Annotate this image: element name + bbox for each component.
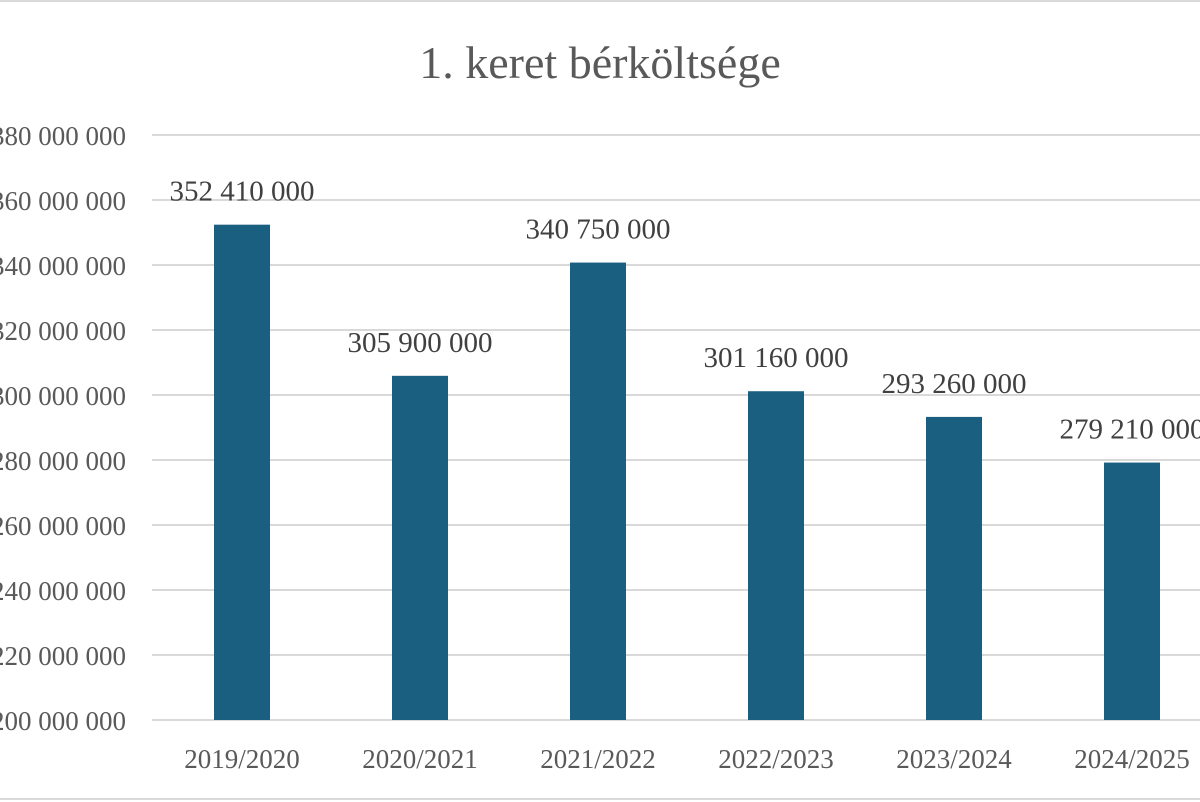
data-labels: 352 410 000 305 900 000 340 750 000 301 160… [170,176,1200,446]
y-tick-label: 320 000 000 [0,316,126,346]
y-tick-label: 300 000 000 [0,381,126,411]
x-tick-label: 2021/2022 [540,744,656,774]
x-tick-label: 2022/2023 [718,744,834,774]
bars [214,225,1160,720]
bar [1104,463,1160,720]
y-axis-tick-labels: 200 000 000 220 000 000 240 000 000 260 000… [0,121,126,736]
bar [748,391,804,720]
data-label: 352 410 000 [170,176,315,208]
y-tick-label: 220 000 000 [0,641,126,671]
bar [570,263,626,720]
data-label: 279 210 000 [1060,414,1200,446]
x-tick-label: 2023/2024 [896,744,1012,774]
y-tick-label: 200 000 000 [0,706,126,736]
bar [392,376,448,720]
data-label: 301 160 000 [704,342,849,374]
y-tick-label: 280 000 000 [0,446,126,476]
x-tick-label: 2019/2020 [184,744,300,774]
x-axis-tick-labels: 2019/2020 2020/2021 2021/2022 2022/2023 2023… [184,744,1190,774]
y-tick-label: 380 000 000 [0,121,126,151]
y-tick-label: 340 000 000 [0,251,126,281]
gridlines [152,135,1200,720]
x-tick-label: 2020/2021 [362,744,478,774]
x-tick-label: 2024/2025 [1074,744,1190,774]
data-label: 293 260 000 [882,368,1027,400]
chart-title: 1. keret bérköltsége [419,37,780,88]
data-label: 340 750 000 [526,214,671,246]
y-tick-label: 240 000 000 [0,576,126,606]
y-tick-label: 360 000 000 [0,186,126,216]
y-tick-label: 260 000 000 [0,511,126,541]
data-label: 305 900 000 [348,327,493,359]
bar [214,225,270,720]
bar [926,417,982,720]
